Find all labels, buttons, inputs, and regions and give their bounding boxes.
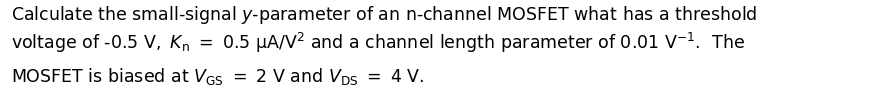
Text: $\mathrm{Calculate\ the\ small\text{-}signal\ }\mathit{y}\mathrm{\text{-}paramet: $\mathrm{Calculate\ the\ small\text{-}si…	[11, 4, 758, 26]
Text: $\mathrm{MOSFET\ is\ biased\ at\ }V_{\mathrm{GS}}\mathrm{\ =\ 2\ V\ and\ }V_{\ma: $\mathrm{MOSFET\ is\ biased\ at\ }V_{\ma…	[11, 65, 424, 86]
Text: $\mathrm{voltage\ of\ \text{-}0.5\ V,\ }K_{\mathrm{n}}\mathrm{\ =\ 0.5\ \mu A/V^: $\mathrm{voltage\ of\ \text{-}0.5\ V,\ }…	[11, 31, 745, 55]
